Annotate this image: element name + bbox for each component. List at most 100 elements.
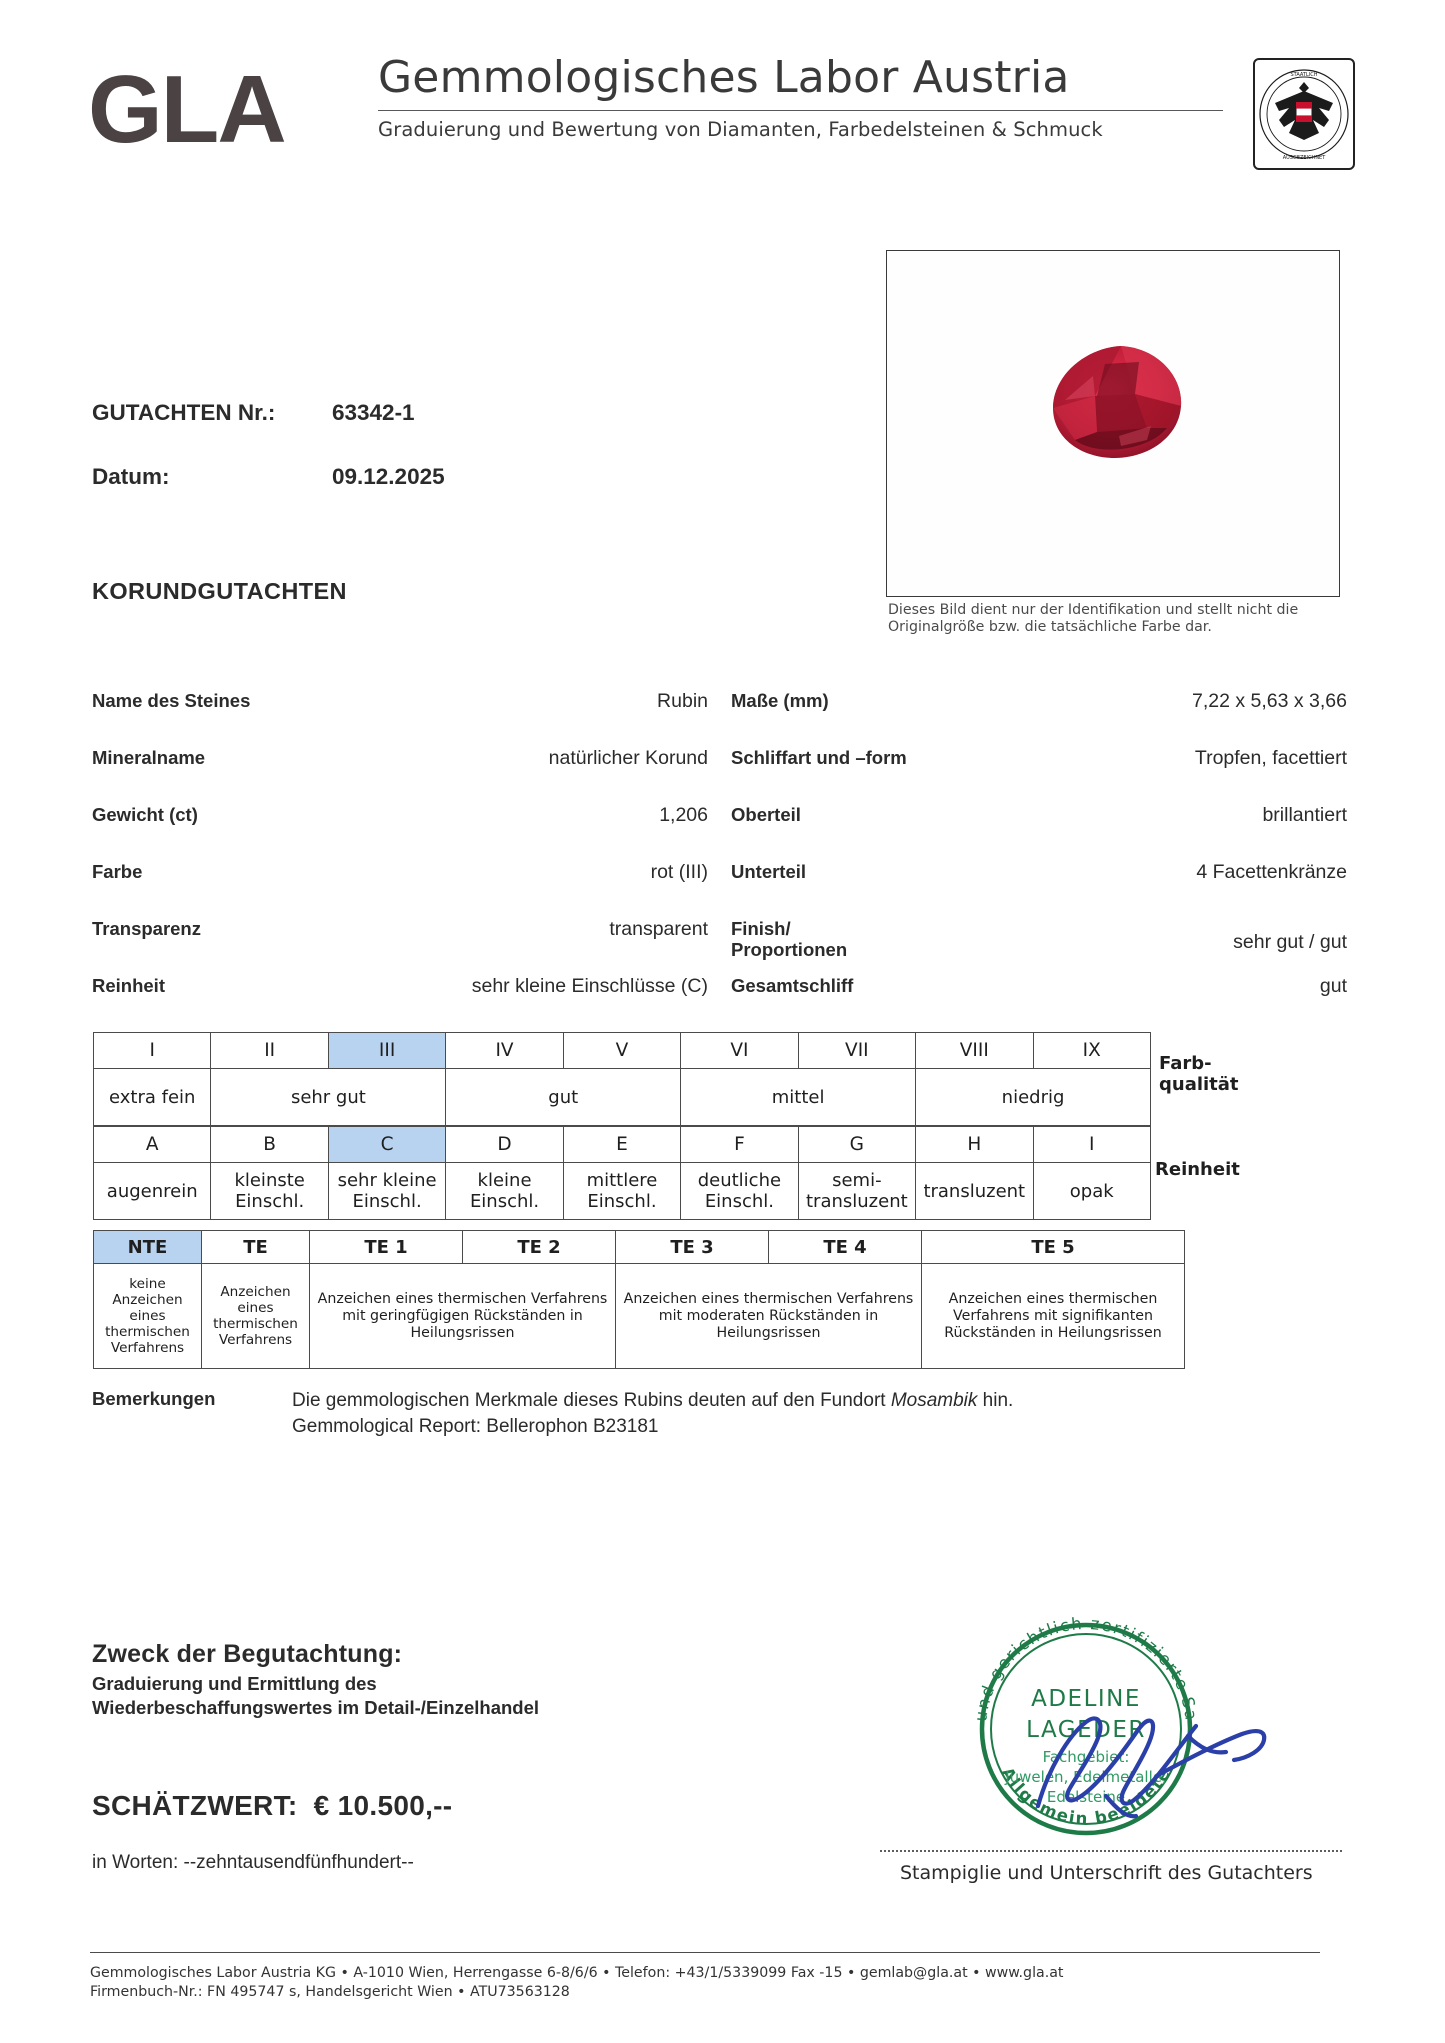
color-grade-header-row: I II III IV V VI VII VIII IX Farb- quali… xyxy=(92,1032,1284,1095)
svg-text:ADELINE: ADELINE xyxy=(1031,1686,1141,1712)
property-value: natürlicher Korund xyxy=(548,747,708,769)
property-row: Gewicht (ct) 1,206 xyxy=(92,802,708,859)
certificate-number-label: GUTACHTEN Nr.: xyxy=(92,400,276,425)
clarity-desc-cell: augenrein xyxy=(92,1162,212,1220)
property-row: Reinheit sehr kleine Einschlüsse (C) xyxy=(92,973,708,1030)
valuation-subtitle-line1: Graduierung und Ermittlung des xyxy=(92,1673,377,1694)
clarity-grade-cell[interactable]: G xyxy=(797,1126,917,1163)
clarity-grade-cell[interactable]: E xyxy=(562,1126,682,1163)
property-value: Rubin xyxy=(657,690,708,712)
clarity-grade-cell[interactable]: I xyxy=(1032,1126,1151,1163)
estimated-value-label: SCHÄTZWERT: xyxy=(92,1790,298,1821)
thermal-header-row: NTE TE TE 1 TE 2 TE 3 TE 4 TE 5 xyxy=(93,1230,1308,1264)
remarks-line-1: Die gemmologischen Merkmale dieses Rubin… xyxy=(292,1388,1013,1414)
thermal-code-cell[interactable]: TE 1 xyxy=(309,1230,463,1264)
remarks-section: Bemerkungen Die gemmologischen Merkmale … xyxy=(92,1388,1332,1440)
side-label-line1: Farb- xyxy=(1159,1052,1212,1074)
color-desc-row: extra fein sehr gut gut mittel niedrig xyxy=(92,1068,1284,1126)
property-row: Schliffart und –form Tropfen, facettiert xyxy=(731,745,1347,802)
color-grade-cell[interactable]: VIII xyxy=(915,1032,1034,1069)
remarks-line-2: Gemmological Report: Bellerophon B23181 xyxy=(292,1416,659,1437)
certificate-number-value: 63342-1 xyxy=(332,400,415,425)
clarity-desc-cell: transluzent xyxy=(915,1162,1034,1220)
property-label: Maße (mm) xyxy=(731,690,829,711)
gla-logo: GLA xyxy=(88,56,287,163)
thermal-code-cell[interactable]: TE xyxy=(201,1230,310,1264)
thermal-code-cell-selected[interactable]: NTE xyxy=(93,1230,202,1264)
clarity-desc-cell: semi-transluzent xyxy=(797,1162,917,1220)
property-label: Schliffart und –form xyxy=(731,747,907,768)
color-desc-cell: gut xyxy=(445,1068,682,1126)
thermal-code-cell[interactable]: TE 3 xyxy=(615,1230,769,1264)
thermal-code-cell[interactable]: TE 2 xyxy=(462,1230,616,1264)
property-label: Unterteil xyxy=(731,861,807,882)
property-value: transparent xyxy=(609,918,708,940)
svg-text:Fachgebiet:: Fachgebiet: xyxy=(1043,1748,1130,1766)
certificate-date-value: 09.12.2025 xyxy=(332,464,445,489)
clarity-table: A B C D E F G H I Reinheit augenrein kle… xyxy=(92,1126,1283,1220)
property-row: Farbe rot (III) xyxy=(92,859,708,916)
clarity-desc-cell: kleine Einschl. xyxy=(445,1162,564,1220)
clarity-grade-cell[interactable]: F xyxy=(680,1126,799,1163)
clarity-grade-cell[interactable]: A xyxy=(92,1126,212,1163)
document-type-title: KORUNDGUTACHTEN xyxy=(92,578,347,604)
property-row: Maße (mm) 7,22 x 5,63 x 3,66 xyxy=(731,688,1347,745)
signature-caption: Stampiglie und Unterschrift des Gutachte… xyxy=(900,1862,1313,1884)
color-grade-cell[interactable]: I xyxy=(92,1032,212,1069)
color-desc-cell: sehr gut xyxy=(210,1068,447,1126)
remarks-body: Die gemmologischen Merkmale dieses Rubin… xyxy=(292,1388,1013,1440)
certificate-date-label: Datum: xyxy=(92,464,170,489)
property-row: Unterteil 4 Facettenkränze xyxy=(731,859,1347,916)
austrian-eagle-icon: STAATLICH AUSGEZEICHNET xyxy=(1253,58,1355,170)
certificate-number-row: GUTACHTEN Nr.: 63342-1 xyxy=(92,400,692,426)
gemstone-photo xyxy=(886,250,1340,597)
clarity-grade-cell[interactable]: B xyxy=(210,1126,329,1163)
brand-title: Gemmologisches Labor Austria xyxy=(378,52,1070,103)
property-label: Finish/ Proportionen xyxy=(731,916,847,960)
remarks-text-before: Die gemmologischen Merkmale dieses Rubin… xyxy=(292,1390,891,1411)
color-desc-cell: niedrig xyxy=(915,1068,1151,1126)
signature-divider xyxy=(880,1850,1342,1852)
clarity-desc-cell: kleinste Einschl. xyxy=(210,1162,329,1220)
estimated-value-in-words: in Worten: --zehntausendfünfhundert-- xyxy=(92,1852,414,1873)
certificate-date-row: Datum: 09.12.2025 xyxy=(92,464,692,490)
side-label-line2: qualität xyxy=(1159,1073,1239,1095)
estimated-value: SCHÄTZWERT: € 10.500,-- xyxy=(92,1790,452,1822)
footer-divider xyxy=(90,1952,1320,1954)
color-grade-cell[interactable]: V xyxy=(562,1032,682,1069)
property-label-line1: Finish/ xyxy=(731,918,791,939)
property-label: Name des Steines xyxy=(92,690,251,711)
property-row: Mineralname natürlicher Korund xyxy=(92,745,708,802)
color-grade-cell[interactable]: II xyxy=(210,1032,329,1069)
color-grade-cell[interactable]: VI xyxy=(680,1032,799,1069)
ruby-pear-gemstone-icon xyxy=(1053,346,1182,458)
property-label: Oberteil xyxy=(731,804,801,825)
side-label: Reinheit xyxy=(1155,1158,1240,1180)
valuation-subtitle-line2: Wiederbeschaffungswertes im Detail-/Einz… xyxy=(92,1697,540,1718)
property-label-line2: Proportionen xyxy=(731,939,848,960)
thermal-code-cell[interactable]: TE 4 xyxy=(768,1230,922,1264)
estimated-value-amount: € 10.500,-- xyxy=(313,1790,453,1821)
brand-block: Gemmologisches Labor Austria Graduierung… xyxy=(378,52,1223,142)
property-row: Name des Steines Rubin xyxy=(92,688,708,745)
origin-country: Mosambik xyxy=(890,1390,978,1411)
property-value: 7,22 x 5,63 x 3,66 xyxy=(1191,690,1347,712)
thermal-code-cell[interactable]: TE 5 xyxy=(921,1230,1185,1264)
page-header: GLA Gemmologisches Labor Austria Graduie… xyxy=(88,52,1358,172)
color-grade-cell-selected[interactable]: III xyxy=(327,1032,447,1069)
color-grade-cell[interactable]: IV xyxy=(445,1032,564,1069)
thermal-desc-cell: Anzeichen eines thermischen Verfahrens m… xyxy=(309,1263,616,1369)
photo-disclaimer: Dieses Bild dient nur der Identifikation… xyxy=(888,602,1299,635)
thermal-treatment-table: NTE TE TE 1 TE 2 TE 3 TE 4 TE 5 keine An… xyxy=(93,1230,1308,1369)
thermal-desc-cell: Anzeichen eines thermischen Verfahrens m… xyxy=(921,1263,1185,1369)
clarity-grade-cell-selected[interactable]: C xyxy=(327,1126,447,1163)
clarity-grade-cell[interactable]: D xyxy=(445,1126,564,1163)
color-quality-side-label: Farb- qualität xyxy=(1151,1033,1284,1126)
valuation-section: Zweck der Begutachtung: Graduierung und … xyxy=(92,1640,732,1873)
clarity-grade-cell[interactable]: H xyxy=(915,1126,1034,1163)
property-value: 1,206 xyxy=(659,804,708,826)
color-grade-cell[interactable]: IX xyxy=(1032,1032,1151,1069)
color-grade-cell[interactable]: VII xyxy=(797,1032,917,1069)
page-footer: Gemmologisches Labor Austria KG • A-1010… xyxy=(90,1952,1320,2002)
